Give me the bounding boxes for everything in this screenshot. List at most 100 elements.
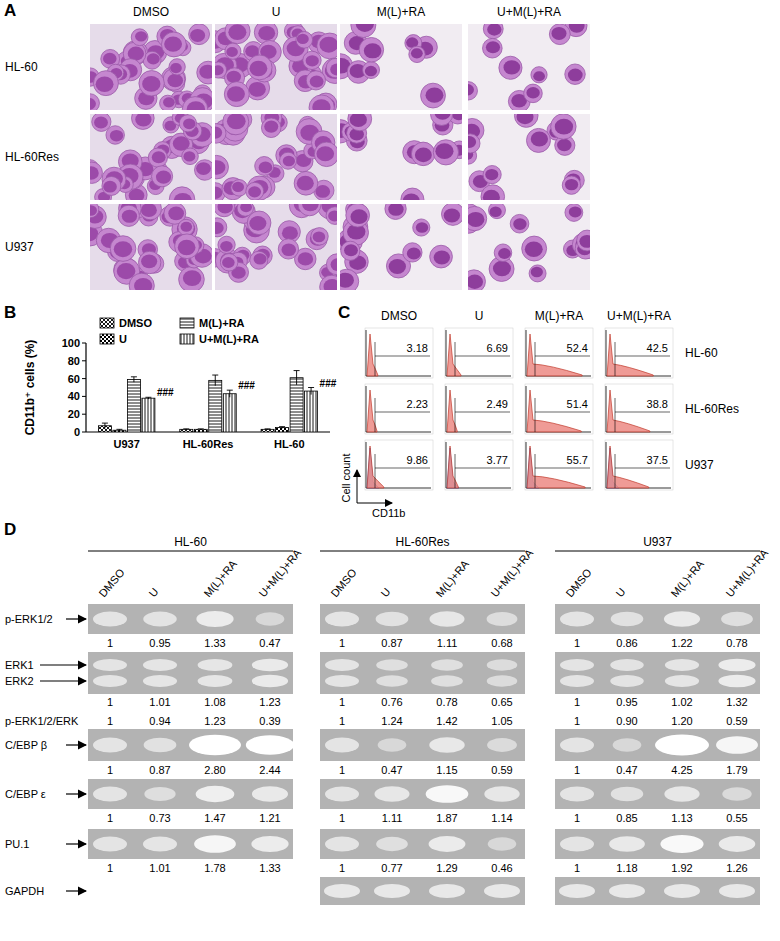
gate-line (535, 356, 590, 357)
cell (341, 241, 360, 260)
nucleus (365, 66, 377, 77)
blot-strip (555, 829, 760, 859)
band (429, 836, 466, 852)
cell (247, 211, 271, 235)
cell (551, 114, 576, 139)
cell (494, 244, 512, 262)
cell (247, 55, 272, 80)
blot-strip (555, 779, 760, 809)
nucleus (568, 69, 583, 82)
histogram-frame (365, 328, 433, 378)
cell (129, 273, 154, 290)
nucleus (220, 241, 232, 252)
y-arrow (357, 470, 358, 503)
nucleus (114, 241, 132, 257)
micrograph (90, 114, 212, 200)
nucleus (227, 86, 245, 101)
nucleus (283, 156, 295, 167)
nucleus (389, 259, 406, 274)
blot-strip (320, 604, 525, 634)
histogram-frame (525, 384, 593, 434)
y-tick (82, 414, 86, 415)
cell (175, 234, 200, 259)
micrograph-bg (340, 24, 462, 110)
group-line (555, 551, 760, 552)
nucleus (302, 204, 319, 211)
blot-strip (88, 779, 293, 809)
error-bar (212, 375, 218, 386)
cell (359, 37, 384, 62)
band (610, 675, 644, 687)
quant-value: 0.55 (726, 812, 747, 824)
nucleus (340, 273, 354, 288)
nucleus (240, 204, 252, 212)
cell (110, 236, 136, 262)
nucleus (324, 279, 337, 290)
nucleus (142, 76, 160, 92)
quant-ratio: 1.05 (491, 715, 512, 727)
nucleus (254, 253, 267, 264)
row-arrow (40, 680, 86, 681)
cell (430, 245, 453, 268)
nucleus (249, 82, 266, 97)
quant-value: 1 (574, 637, 580, 649)
nucleus (281, 244, 296, 257)
nucleus (565, 179, 578, 190)
nucleus (489, 206, 501, 217)
y-tick (82, 396, 86, 397)
cell (514, 114, 538, 127)
cell (531, 67, 547, 83)
quant-value: 1.78 (204, 862, 225, 874)
quant-value: 0.65 (491, 696, 512, 708)
band (143, 675, 177, 687)
quant-ratio: 0.39 (259, 715, 280, 727)
cell (294, 171, 318, 195)
row-arrow (66, 793, 86, 794)
histogram-y-axis (526, 386, 527, 432)
quant-value: 1 (107, 862, 113, 874)
micrograph (340, 204, 462, 290)
gate-line (615, 398, 616, 432)
y-tick-label: 60 (68, 373, 80, 385)
nucleus (310, 76, 324, 88)
blot-strip (555, 604, 760, 634)
gate-line (375, 412, 430, 413)
cell (522, 236, 547, 261)
group-line (320, 551, 525, 552)
nucleus (222, 257, 235, 268)
gate-line (615, 356, 670, 357)
nucleus (533, 71, 545, 81)
cell (431, 114, 453, 125)
nucleus (468, 84, 474, 95)
blot-strip (88, 652, 293, 694)
nucleus (483, 190, 500, 200)
nucleus (316, 146, 334, 161)
cell (529, 265, 546, 282)
gate-line (535, 342, 536, 376)
cell (309, 95, 334, 110)
nucleus (503, 60, 520, 74)
histogram-y-axis (366, 442, 367, 488)
nucleus (557, 139, 572, 152)
blot-strip (320, 829, 525, 859)
histogram-y-axis (526, 442, 527, 488)
nucleus (90, 166, 99, 179)
column-header: M(L)+RA (535, 309, 583, 323)
nucleus (174, 193, 192, 200)
row-label: HL-60Res (685, 402, 739, 416)
nucleus (141, 254, 157, 268)
row-arrow (66, 744, 86, 745)
nucleus (493, 261, 511, 276)
nucleus (259, 162, 273, 174)
band (93, 837, 127, 852)
band (93, 787, 127, 802)
quant-value: 1.13 (671, 812, 692, 824)
band (246, 735, 294, 754)
y-tick (82, 378, 86, 379)
band (143, 612, 177, 627)
nucleus (103, 53, 117, 65)
cell (152, 166, 173, 187)
row-label: PU.1 (5, 838, 29, 850)
cell (280, 152, 297, 169)
nucleus (248, 186, 261, 197)
